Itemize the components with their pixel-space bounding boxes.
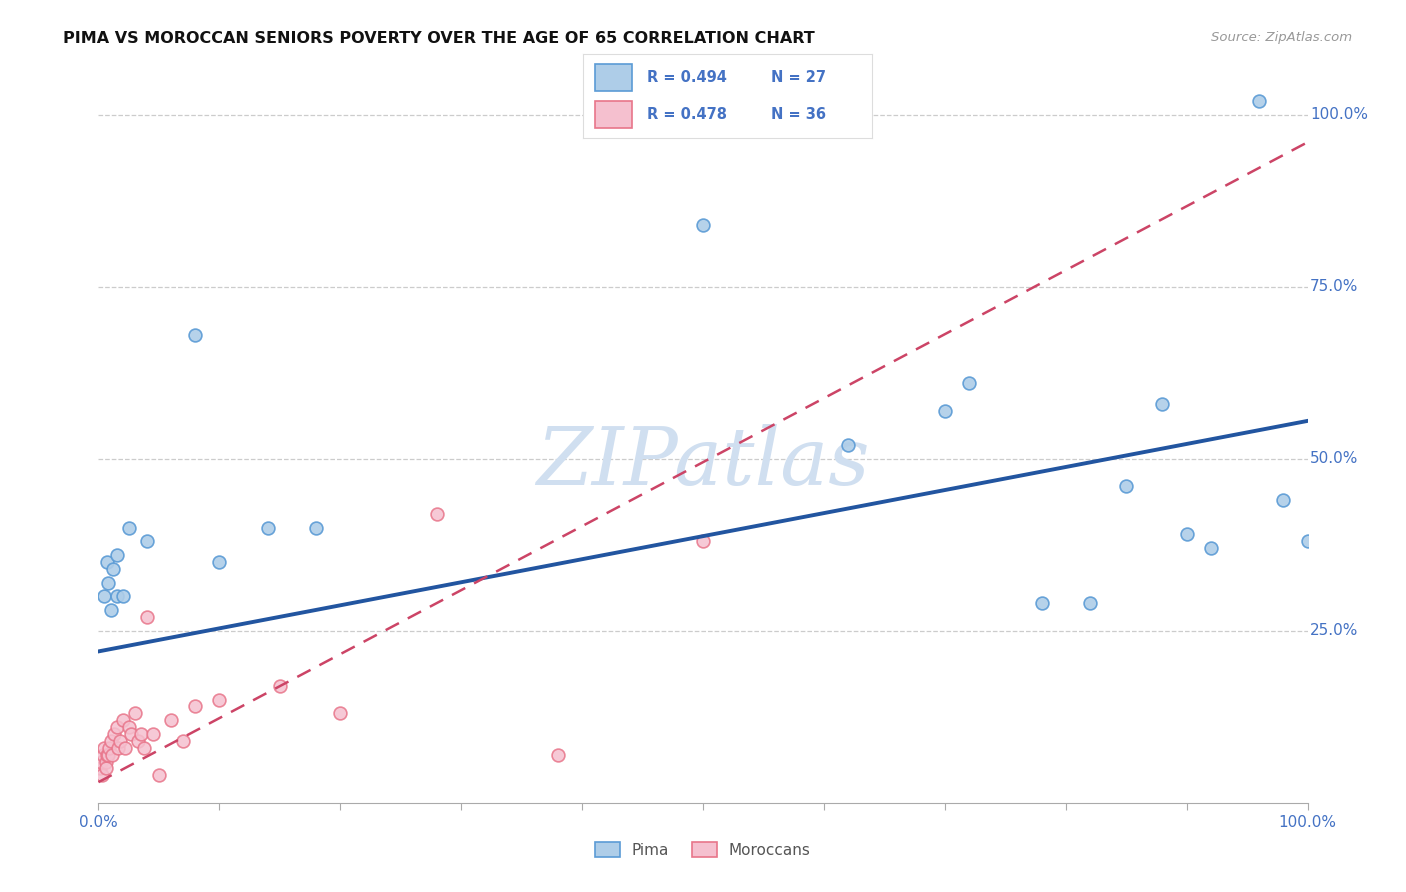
Point [1175, 527, 1198, 541]
Point [1272, 493, 1295, 508]
Point [208, 555, 231, 569]
Point [101, 562, 124, 576]
Point [256, 520, 278, 534]
Point [124, 706, 146, 721]
Point [184, 699, 207, 714]
Legend: Pima, Moroccans: Pima, Moroccans [589, 836, 817, 863]
Text: N = 27: N = 27 [770, 70, 825, 85]
Point [93, 740, 115, 755]
Point [100, 747, 122, 762]
Point [94, 761, 117, 775]
Point [120, 727, 142, 741]
Point [148, 768, 170, 782]
Text: R = 0.494: R = 0.494 [647, 70, 727, 85]
Point [105, 720, 128, 734]
Point [547, 747, 569, 762]
Point [93, 590, 115, 604]
Point [692, 534, 714, 549]
Point [129, 727, 152, 741]
Point [111, 590, 134, 604]
Point [127, 734, 149, 748]
Point [89, 761, 111, 775]
Point [111, 713, 134, 727]
Text: 75.0%: 75.0% [1310, 279, 1358, 294]
Point [426, 507, 449, 521]
Point [1249, 94, 1271, 108]
Point [1078, 596, 1101, 610]
Point [105, 548, 128, 562]
Point [100, 603, 122, 617]
Point [837, 438, 859, 452]
Point [97, 575, 120, 590]
Point [94, 755, 117, 769]
Point [91, 768, 114, 782]
Point [105, 590, 128, 604]
Point [1115, 479, 1137, 493]
Point [135, 534, 157, 549]
Point [208, 692, 231, 706]
Point [118, 720, 141, 734]
Text: 25.0%: 25.0% [1310, 624, 1358, 639]
Point [98, 740, 121, 755]
Point [96, 555, 118, 569]
Point [100, 734, 122, 748]
Point [957, 376, 980, 390]
Point [91, 747, 114, 762]
Point [305, 520, 328, 534]
Text: N = 36: N = 36 [770, 107, 825, 122]
Point [692, 218, 714, 232]
Text: 50.0%: 50.0% [1310, 451, 1358, 467]
Point [1152, 397, 1174, 411]
Point [103, 727, 125, 741]
Point [269, 679, 291, 693]
Point [135, 610, 157, 624]
Text: PIMA VS MOROCCAN SENIORS POVERTY OVER THE AGE OF 65 CORRELATION CHART: PIMA VS MOROCCAN SENIORS POVERTY OVER TH… [63, 31, 815, 46]
Text: ZIPatlas: ZIPatlas [536, 425, 870, 502]
FancyBboxPatch shape [595, 63, 633, 91]
Point [90, 755, 112, 769]
Point [114, 740, 136, 755]
Point [184, 327, 207, 342]
Point [134, 740, 156, 755]
Point [172, 734, 194, 748]
Point [934, 403, 956, 417]
Point [96, 747, 118, 762]
Point [118, 520, 141, 534]
Point [142, 727, 165, 741]
Point [1199, 541, 1222, 556]
Point [160, 713, 183, 727]
Text: R = 0.478: R = 0.478 [647, 107, 727, 122]
Point [97, 747, 120, 762]
Point [329, 706, 352, 721]
Text: Source: ZipAtlas.com: Source: ZipAtlas.com [1212, 31, 1353, 45]
Text: 100.0%: 100.0% [1310, 107, 1368, 122]
Point [1031, 596, 1053, 610]
Point [1296, 534, 1319, 549]
FancyBboxPatch shape [595, 101, 633, 128]
Point [107, 740, 129, 755]
Point [108, 734, 131, 748]
